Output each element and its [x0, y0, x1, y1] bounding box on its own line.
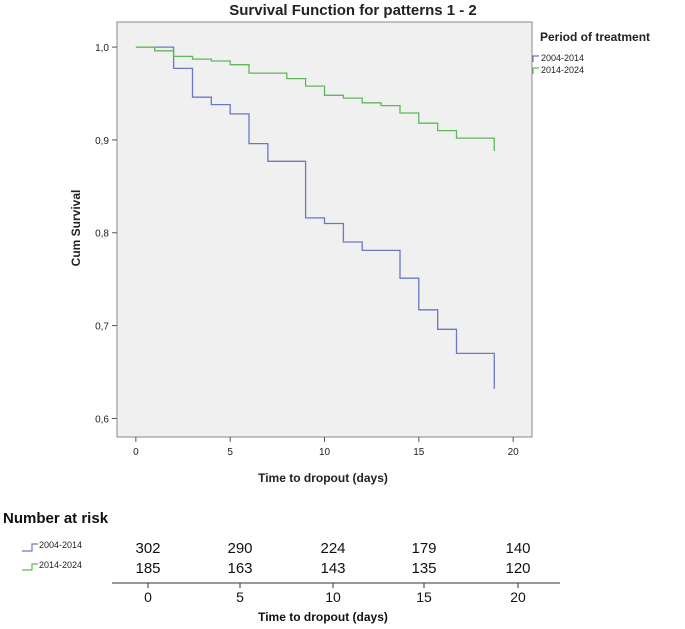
risk-swatch-2014-2024 — [22, 563, 38, 571]
y-tick-label: 1,0 — [95, 43, 109, 54]
series-line-2004-2014 — [135, 46, 495, 389]
risk-value: 224 — [320, 540, 345, 557]
y-axis-label: Cum Survival — [69, 190, 83, 267]
x-tick-label: 10 — [319, 447, 331, 458]
risk-values: 302 290 224 179 140 185 163 143 135 120 — [135, 540, 530, 577]
x-tick-label: 20 — [508, 447, 520, 458]
legend-swatch-2004-2014 — [532, 55, 539, 62]
plot-area — [116, 21, 533, 438]
risk-row-label-2004-2014: 2004-2014 — [39, 540, 82, 550]
risk-tick-label: 5 — [236, 589, 244, 605]
legend-label-2004-2014: 2004-2014 — [541, 53, 584, 63]
x-tick-label: 15 — [413, 447, 425, 458]
risk-value: 120 — [505, 560, 530, 577]
legend-title: Period of treatment — [540, 30, 650, 44]
risk-value: 140 — [505, 540, 530, 557]
legend: Period of treatment 2004-2014 2014-2024 — [532, 30, 650, 75]
risk-value: 185 — [135, 560, 160, 577]
x-tick-label: 5 — [227, 447, 233, 458]
y-tick-label: 0,6 — [95, 414, 109, 425]
risk-table-title: Number at risk — [3, 510, 109, 527]
risk-table: Number at risk 2004-2014 2014-2024 302 29… — [3, 510, 560, 624]
risk-value: 143 — [320, 560, 345, 577]
legend-label-2014-2024: 2014-2024 — [541, 65, 584, 75]
risk-swatch-2004-2014 — [22, 543, 38, 552]
risk-tick-label: 0 — [144, 589, 152, 605]
risk-x-axis-label: Time to dropout (days) — [258, 610, 388, 624]
risk-tick-label: 10 — [325, 589, 341, 605]
risk-tick-label: 15 — [416, 589, 432, 605]
risk-value: 163 — [227, 560, 252, 577]
risk-row-label-2014-2024: 2014-2024 — [39, 560, 82, 570]
risk-tick-label: 20 — [510, 589, 526, 605]
plot-background — [116, 21, 533, 438]
series-lines — [135, 46, 495, 389]
risk-value: 179 — [411, 540, 436, 557]
y-axis-ticks: 0,6 0,7 0,8 0,9 1,0 — [95, 43, 117, 425]
chart-title: Survival Function for patterns 1 - 2 — [229, 2, 477, 19]
y-tick-label: 0,7 — [95, 322, 109, 333]
x-axis-ticks: 0 5 10 15 20 — [133, 437, 519, 458]
y-tick-label: 0,9 — [95, 136, 109, 147]
x-tick-label: 0 — [133, 447, 139, 458]
risk-value: 135 — [411, 560, 436, 577]
series-line-2014-2024 — [135, 46, 495, 151]
x-axis-label: Time to dropout (days) — [258, 471, 388, 485]
risk-axis-ticks: 0 5 10 15 20 — [144, 583, 526, 605]
y-tick-label: 0,8 — [95, 229, 109, 240]
legend-swatch-2014-2024 — [532, 67, 539, 74]
risk-value: 302 — [135, 540, 160, 557]
risk-value: 290 — [227, 540, 252, 557]
